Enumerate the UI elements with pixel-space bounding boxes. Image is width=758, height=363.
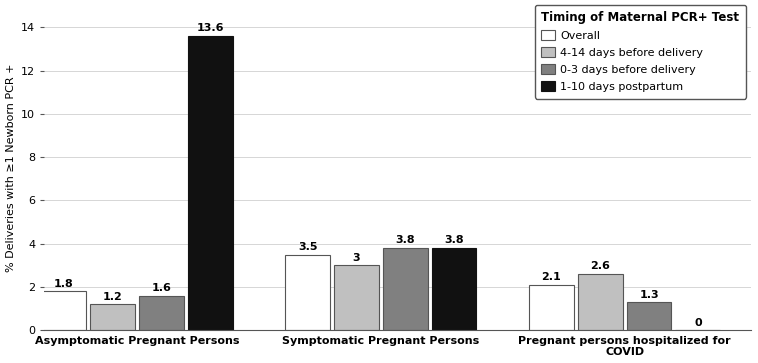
Text: 1.8: 1.8 [54, 279, 74, 289]
Text: 1.3: 1.3 [639, 290, 659, 299]
Legend: Overall, 4-14 days before delivery, 0-3 days before delivery, 1-10 days postpart: Overall, 4-14 days before delivery, 0-3 … [534, 5, 746, 98]
Bar [431, 248, 476, 330]
Bar [285, 254, 330, 330]
Text: 3.8: 3.8 [444, 236, 464, 245]
Bar [383, 248, 428, 330]
Text: 2.1: 2.1 [542, 272, 562, 282]
Text: 1.6: 1.6 [152, 283, 171, 293]
Text: 3.8: 3.8 [396, 236, 415, 245]
Bar [139, 295, 183, 330]
Text: 3.5: 3.5 [298, 242, 318, 252]
Text: 13.6: 13.6 [196, 23, 224, 33]
Bar [188, 36, 233, 330]
Bar [627, 302, 672, 330]
Text: 2.6: 2.6 [590, 261, 610, 272]
Bar [42, 291, 86, 330]
Text: 3: 3 [352, 253, 360, 263]
Text: 0: 0 [694, 318, 702, 328]
Bar [578, 274, 623, 330]
Bar [334, 265, 379, 330]
Bar [90, 304, 135, 330]
Y-axis label: % Deliveries with ≥1 Newborn PCR +: % Deliveries with ≥1 Newborn PCR + [5, 64, 16, 272]
Bar [529, 285, 574, 330]
Text: 1.2: 1.2 [102, 292, 123, 302]
